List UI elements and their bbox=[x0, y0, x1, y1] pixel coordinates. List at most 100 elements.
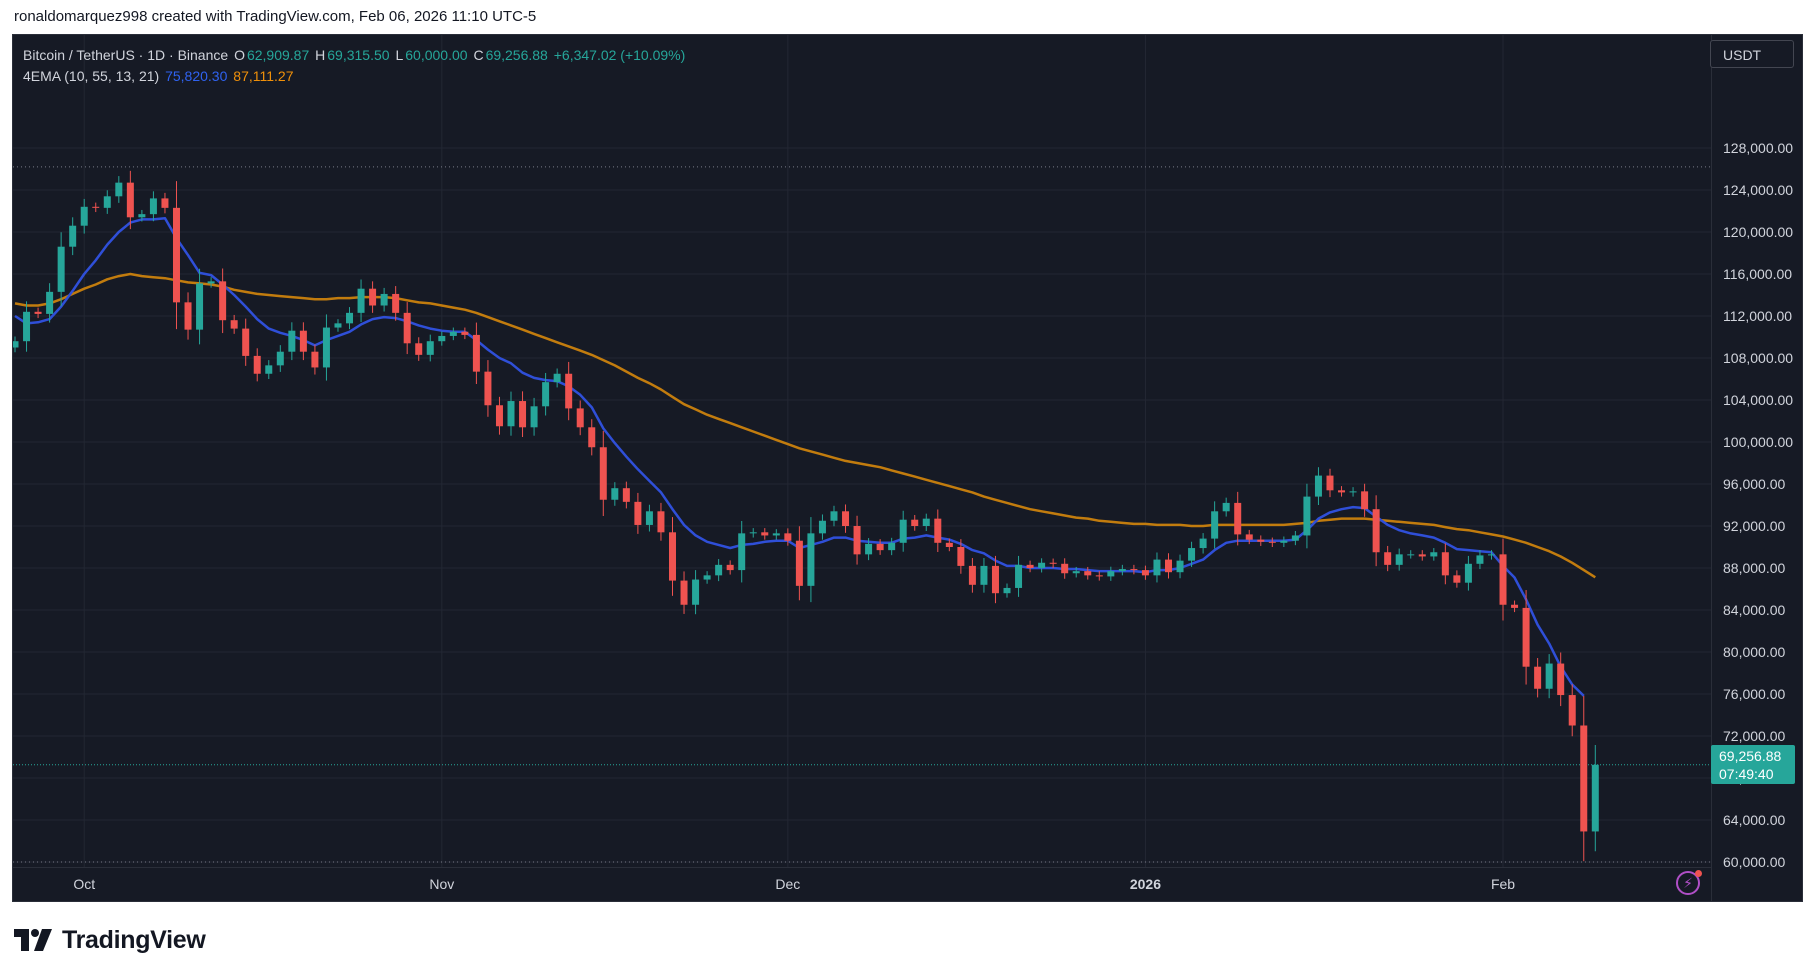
time-axis-label: Feb bbox=[1491, 876, 1515, 892]
time-axis-label: Dec bbox=[775, 876, 800, 892]
price-axis-label: 84,000.00 bbox=[1723, 602, 1785, 618]
candle-body bbox=[172, 207, 180, 303]
candle-body bbox=[888, 542, 896, 551]
candle-body bbox=[703, 575, 711, 580]
price-axis-label: 104,000.00 bbox=[1723, 392, 1793, 408]
candle-body bbox=[415, 343, 423, 355]
candle-body bbox=[1095, 575, 1103, 577]
candle-body bbox=[1557, 663, 1565, 696]
candle-body bbox=[46, 291, 54, 314]
legend-symbol[interactable]: Bitcoin / TetherUS · 1D · Binance bbox=[23, 47, 229, 63]
candle-body bbox=[945, 542, 953, 547]
candle-body bbox=[1049, 562, 1057, 564]
candle-body bbox=[1441, 552, 1449, 576]
tradingview-logo: TradingView bbox=[14, 925, 206, 955]
candle-body bbox=[853, 526, 861, 555]
price-axis-label: 108,000.00 bbox=[1723, 350, 1793, 366]
candle-body bbox=[680, 580, 688, 605]
candle-body bbox=[403, 312, 411, 344]
candle-body bbox=[461, 331, 469, 335]
price-axis-label: 60,000.00 bbox=[1723, 854, 1785, 870]
candle-body bbox=[645, 511, 653, 525]
candle-body bbox=[1015, 564, 1023, 588]
candle-body bbox=[1245, 534, 1253, 540]
last-price-value: 69,256.88 bbox=[1719, 748, 1782, 764]
candle-body bbox=[392, 293, 400, 313]
legend-open-label: O bbox=[234, 47, 245, 63]
price-axis-label: 128,000.00 bbox=[1723, 140, 1793, 156]
candle-body bbox=[1280, 540, 1288, 543]
candle-body bbox=[184, 302, 192, 330]
candle-body bbox=[1384, 552, 1392, 565]
candle-body bbox=[1084, 571, 1092, 576]
candle-body bbox=[784, 533, 792, 541]
candle-body bbox=[126, 182, 134, 218]
candle-body bbox=[1568, 695, 1576, 726]
candle-body bbox=[1314, 475, 1322, 497]
currency-button[interactable]: USDT bbox=[1710, 40, 1794, 68]
chart-panel[interactable]: 60,000.0064,000.0068,000.0072,000.0076,0… bbox=[12, 34, 1803, 902]
candle-body bbox=[622, 488, 630, 502]
tradingview-wordmark: TradingView bbox=[62, 925, 206, 954]
lightning-icon[interactable]: ⚡ bbox=[1676, 871, 1700, 895]
candle-body bbox=[1522, 607, 1530, 667]
ema-fast-line bbox=[14, 217, 1585, 697]
candle-body bbox=[657, 511, 665, 533]
price-axis-label: 96,000.00 bbox=[1723, 476, 1785, 492]
chart-legend: Bitcoin / TetherUS · 1D · Binance O 62,90… bbox=[23, 45, 687, 87]
candle-body bbox=[1118, 569, 1126, 572]
candle-body bbox=[1211, 511, 1219, 539]
candle-body bbox=[484, 371, 492, 406]
candle-body bbox=[507, 401, 515, 427]
candle-body bbox=[553, 373, 561, 383]
candle-body bbox=[13, 341, 19, 348]
candle-body bbox=[1222, 502, 1230, 512]
candle-body bbox=[761, 532, 769, 536]
candle-body bbox=[876, 543, 884, 551]
candle-body bbox=[449, 331, 457, 336]
candle-body bbox=[1003, 587, 1011, 594]
candle-body bbox=[1061, 563, 1069, 574]
candle-body bbox=[1372, 509, 1380, 553]
price-axis-label: 88,000.00 bbox=[1723, 560, 1785, 576]
candle-body bbox=[1407, 554, 1415, 556]
candle-body bbox=[1072, 571, 1080, 574]
price-axis-label: 100,000.00 bbox=[1723, 434, 1793, 450]
candle-body bbox=[842, 511, 850, 526]
candle-body bbox=[807, 533, 815, 586]
candle-body bbox=[1188, 548, 1196, 561]
candle-body bbox=[253, 355, 261, 374]
candle-body bbox=[1234, 502, 1242, 535]
candle-body bbox=[738, 533, 746, 571]
candle-body bbox=[369, 288, 377, 306]
candle-body bbox=[34, 311, 42, 314]
legend-ema-fast-value: 75,820.30 bbox=[165, 68, 228, 84]
candle-body bbox=[1487, 554, 1495, 556]
price-axis-label: 124,000.00 bbox=[1723, 182, 1793, 198]
candle-body bbox=[161, 198, 169, 208]
candle-body bbox=[1130, 569, 1138, 571]
candle-body bbox=[980, 565, 988, 585]
candle-body bbox=[1141, 570, 1149, 576]
candle-body bbox=[634, 501, 642, 525]
candle-body bbox=[1580, 725, 1588, 832]
candle-body bbox=[1303, 496, 1311, 536]
price-chart[interactable]: 60,000.0064,000.0068,000.0072,000.0076,0… bbox=[13, 35, 1803, 902]
legend-indicator-name[interactable]: 4EMA (10, 55, 13, 21) bbox=[23, 68, 160, 84]
candle-body bbox=[795, 540, 803, 586]
candle-body bbox=[472, 334, 480, 372]
candle-body bbox=[1153, 559, 1161, 576]
candle-body bbox=[1338, 490, 1346, 493]
candle-body bbox=[1418, 554, 1426, 557]
candle-body bbox=[438, 335, 446, 342]
candle-body bbox=[1534, 666, 1542, 689]
candle-body bbox=[1453, 575, 1461, 583]
legend-low-value: 60,000.00 bbox=[405, 47, 468, 63]
candle-body bbox=[1511, 604, 1519, 608]
candle-body bbox=[1499, 554, 1507, 605]
candle-body bbox=[265, 365, 273, 374]
candle-body bbox=[865, 543, 873, 555]
bar-countdown: 07:49:40 bbox=[1719, 766, 1774, 782]
price-axis-label: 92,000.00 bbox=[1723, 518, 1785, 534]
candle-body bbox=[299, 330, 307, 352]
